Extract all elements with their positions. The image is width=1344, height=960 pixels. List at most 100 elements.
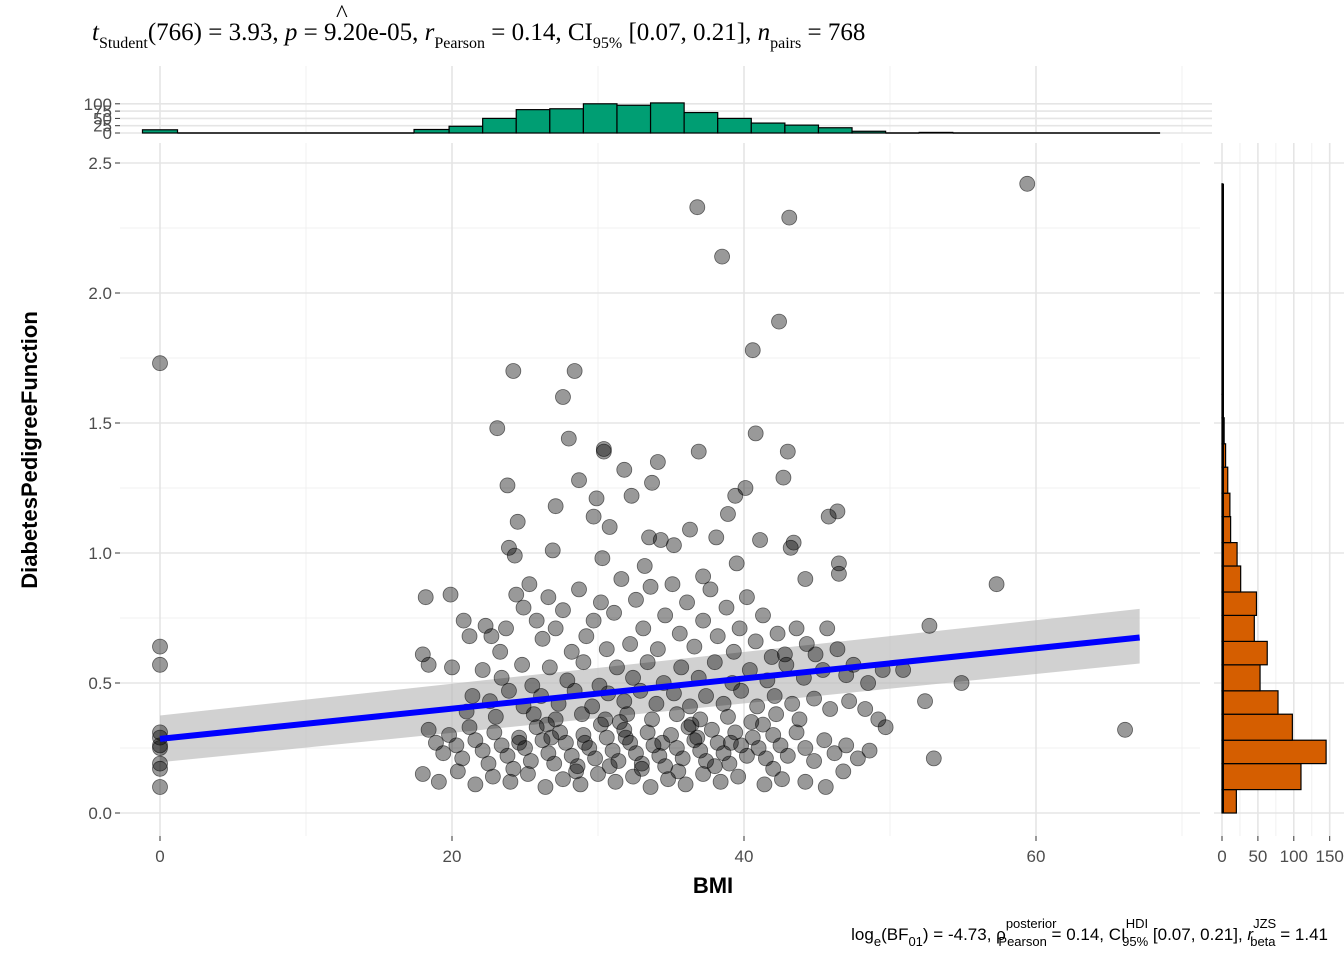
y-axis-title: DiabetesPedigreeFunction <box>17 311 42 589</box>
scatter-point <box>606 604 622 621</box>
scatter-point <box>715 695 732 712</box>
regression-line <box>159 634 1140 742</box>
scatter-point <box>604 742 621 759</box>
scatter-point <box>435 745 452 762</box>
scatter-point <box>628 591 644 608</box>
scatter-point <box>546 755 563 772</box>
scatter-point <box>692 711 709 728</box>
scatter-point <box>420 656 437 673</box>
scatter-point <box>575 654 592 671</box>
scatter-point <box>576 734 593 751</box>
scatter-point <box>709 628 726 645</box>
top-hist-bar <box>549 108 585 134</box>
scatter-point <box>718 599 735 616</box>
scatter-point <box>708 529 725 546</box>
right-hist-bar <box>1221 762 1302 791</box>
scatter-point <box>651 747 668 764</box>
scatter-point <box>514 656 530 673</box>
top-hist-bar <box>448 125 484 134</box>
top-hist-bar <box>717 117 752 134</box>
scatter-point <box>449 763 466 780</box>
right-hist-bar <box>1221 565 1242 593</box>
scatter-point <box>152 760 168 777</box>
scatter-point <box>499 747 516 764</box>
scatter-point <box>778 656 795 673</box>
right-hist-bar <box>1221 788 1237 814</box>
scatter-point <box>515 599 532 616</box>
scatter-point <box>601 758 618 775</box>
scatter-point <box>543 729 560 746</box>
scatter-point <box>635 620 652 637</box>
scatter-point <box>607 773 624 790</box>
scatter-point <box>623 487 640 504</box>
x-axis-title: BMI <box>693 873 733 898</box>
scatter-point <box>595 441 612 457</box>
top-hist-bar <box>784 124 820 134</box>
scatter-point <box>560 430 577 447</box>
scatter-point <box>493 669 510 686</box>
y-tick-label: 0.5 <box>88 674 112 693</box>
scatter-point <box>487 708 504 725</box>
scatter-point <box>822 701 839 717</box>
scatter-point <box>769 625 786 642</box>
scatter-point <box>765 760 782 777</box>
scatter-point <box>739 589 755 606</box>
scatter-point <box>612 714 628 730</box>
scatter-point <box>703 721 720 738</box>
scatter-point <box>695 568 712 585</box>
scatter-point <box>547 498 564 515</box>
scatter-point <box>616 461 633 478</box>
right-hist-bar <box>1221 713 1293 741</box>
scatter-point <box>749 698 766 715</box>
scatter-point <box>692 742 709 759</box>
scatter-point <box>791 711 808 728</box>
scatter-point <box>768 706 785 723</box>
scatter-point <box>568 763 584 780</box>
scatter-point <box>690 443 707 460</box>
scatter-point <box>720 506 736 522</box>
scatter-point <box>616 721 633 738</box>
scatter-point <box>541 659 558 676</box>
top-hist-tick-label: 75 <box>93 102 112 121</box>
top-hist-bar <box>649 102 685 134</box>
scatter-point <box>594 550 611 567</box>
scatter-point <box>617 729 634 746</box>
scatter-point <box>547 711 564 728</box>
scatter-point <box>525 706 542 723</box>
top-hist-bar <box>482 117 517 134</box>
scatter-point <box>628 745 644 762</box>
scatter-point <box>683 716 700 733</box>
scatter-point <box>522 753 539 769</box>
scatter-point <box>502 773 519 790</box>
scatter-point <box>644 711 660 728</box>
scatter-point <box>601 519 618 535</box>
scatter-point <box>590 766 606 782</box>
right-hist-bar <box>1221 690 1279 715</box>
scatter-point <box>639 724 656 741</box>
scatter-point <box>511 734 528 751</box>
right-hist-tick-label: 50 <box>1248 847 1267 866</box>
scatter-point <box>755 607 771 624</box>
regression-line-path <box>159 634 1140 742</box>
scatter-point <box>747 633 764 650</box>
right-hist-tick-label: 0 <box>1217 847 1226 866</box>
scatter-point <box>668 706 685 723</box>
scatter-point <box>493 737 510 754</box>
scatter-point <box>807 646 824 663</box>
scatter-point <box>484 768 501 785</box>
scatter-point <box>733 737 749 754</box>
scatter-point <box>461 719 478 736</box>
top-hist-bar <box>683 111 719 134</box>
right-hist-bar <box>1221 541 1238 567</box>
scatter-point <box>528 612 545 629</box>
scatter-point <box>524 677 541 694</box>
scatter-point <box>689 199 706 216</box>
top-hist-bar <box>918 131 954 134</box>
scatter-point <box>820 508 837 525</box>
scatter-point <box>616 693 633 710</box>
scatter-point <box>988 576 1005 593</box>
scatter-point <box>817 779 834 795</box>
scatter-point <box>593 594 609 611</box>
scatter-point <box>925 750 942 767</box>
scatter-point <box>474 742 491 759</box>
